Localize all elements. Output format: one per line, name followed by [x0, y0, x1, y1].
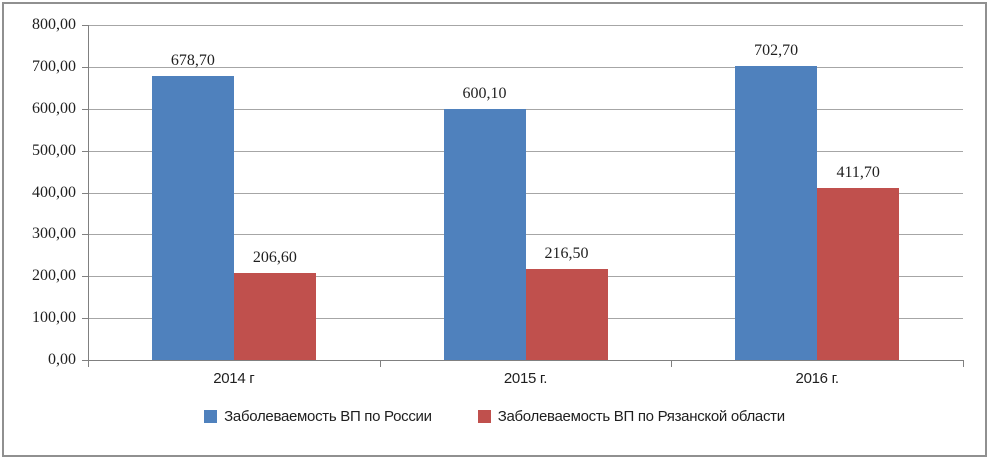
ytick-mark — [82, 66, 88, 68]
gridline — [88, 192, 963, 194]
gridline — [88, 108, 963, 110]
ytick-label: 500,00 — [32, 141, 76, 159]
ytick-label: 600,00 — [32, 99, 76, 117]
ytick-label: 100,00 — [32, 309, 76, 327]
bar-series1-cat2 — [817, 187, 900, 360]
x-category-label: 2016 г. — [795, 370, 840, 387]
bar-value-label: 216,50 — [544, 245, 589, 263]
y-axis-line — [88, 25, 89, 360]
legend: Заболеваемость ВП по России Заболеваемос… — [4, 404, 985, 428]
legend-swatch-russia — [204, 409, 218, 423]
ytick-mark — [82, 234, 88, 236]
legend-item-ryazan: Заболеваемость ВП по Рязанской области — [477, 407, 785, 425]
bar-value-label: 600,10 — [462, 84, 507, 102]
ytick-label: 300,00 — [32, 225, 76, 243]
legend-label-ryazan: Заболеваемость ВП по Рязанской области — [497, 407, 785, 425]
ytick-mark — [82, 108, 88, 110]
ytick-mark — [82, 25, 88, 26]
ytick-mark — [82, 318, 88, 320]
ytick-mark — [82, 192, 88, 194]
x-category-label: 2014 г — [213, 370, 255, 387]
legend-swatch-ryazan — [477, 409, 491, 423]
gridline — [88, 25, 963, 26]
ytick-label: 0,00 — [48, 351, 76, 368]
gridline — [88, 234, 963, 236]
bar-value-label: 206,60 — [252, 249, 297, 267]
xtick-mark — [88, 360, 89, 367]
legend-item-russia: Заболеваемость ВП по России — [204, 408, 432, 425]
bar-series0-cat2 — [735, 65, 818, 360]
ytick-mark — [82, 150, 88, 152]
ytick-mark — [82, 276, 88, 278]
bar-series0-cat1 — [443, 108, 526, 360]
gridline — [88, 66, 963, 68]
bar-series1-cat1 — [525, 269, 608, 360]
bar-value-label: 702,70 — [754, 41, 799, 59]
ytick-label: 800,00 — [32, 16, 76, 33]
x-axis-line — [88, 360, 963, 361]
x-category-label: 2015 г. — [503, 370, 548, 387]
bar-value-label: 411,70 — [836, 163, 880, 181]
gridline — [88, 150, 963, 152]
plot-area: 800,00 700,00 600,00 500,00 400,00 300,00 200,… — [4, 4, 985, 455]
ytick-mark — [82, 360, 88, 361]
xtick-mark — [671, 360, 673, 367]
bar-series1-cat0 — [233, 273, 316, 360]
xtick-mark — [963, 360, 964, 367]
legend-label-russia: Заболеваемость ВП по России — [224, 407, 432, 425]
xtick-mark — [379, 360, 381, 367]
ytick-label: 400,00 — [32, 183, 76, 201]
ytick-label: 200,00 — [32, 267, 76, 285]
ytick-label: 700,00 — [32, 57, 76, 75]
bar-value-label: 678,70 — [170, 51, 215, 69]
bar-series0-cat0 — [151, 75, 234, 360]
